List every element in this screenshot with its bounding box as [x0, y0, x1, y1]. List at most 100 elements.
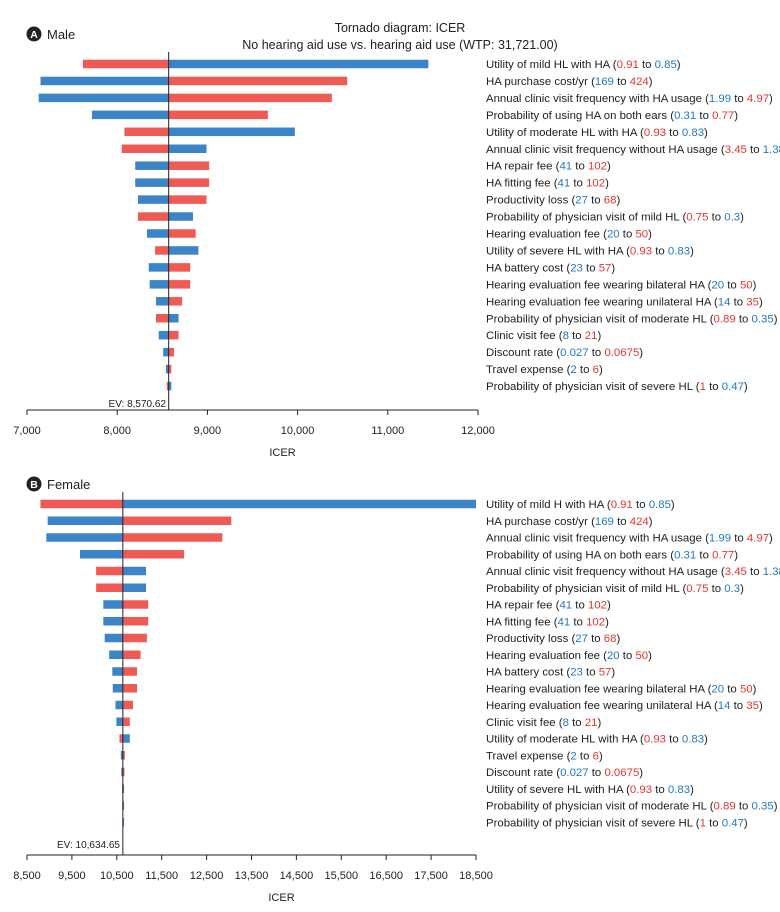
panel-a-bar-red-1 [82, 59, 169, 69]
panel-b-tick-label-3: 10,500 [100, 870, 134, 882]
panel-b-bar-red-5 [96, 566, 123, 576]
panel-b-bar-blue-1 [122, 499, 476, 509]
panel-a-bar-red-13 [168, 263, 191, 272]
panel-a-row-17: Clinic visit fee (8 to 21) [158, 330, 601, 342]
panel-b-param-label-4: Probability of using HA on both ears (0.… [486, 549, 738, 561]
panel-b-bar-blue-12 [112, 684, 123, 693]
panel-a-bar-blue-20 [168, 381, 172, 391]
panel-a-row-2: HA purchase cost/yr (169 to 424) [40, 76, 653, 88]
panel-a-chart: Utility of mild HL with HA (0.91 to 0.85… [13, 52, 780, 459]
panel-b-tick-label-9: 16,500 [369, 870, 403, 882]
panel-a-bar-blue-16 [168, 314, 179, 323]
range-high-value: 6 [593, 364, 599, 376]
panel-b-row-15: Utility of moderate HL with HA (0.93 to … [119, 734, 708, 746]
panel-b-tick-label-5: 12,500 [190, 870, 224, 882]
range-high-value: 102 [586, 178, 605, 190]
panel-a-param-label-12: Utility of severe HL with HA (0.93 to 0.… [486, 245, 694, 257]
panel-a-bar-red-12 [155, 246, 169, 255]
range-high-value: 21 [585, 717, 598, 729]
range-high-value: 68 [604, 633, 617, 645]
panel-b-bar-red-16 [122, 751, 125, 760]
panel-b-bar-red-6 [96, 583, 123, 592]
panel-a-bar-red-3 [168, 93, 332, 103]
panel-b-tick-label-2: 9,500 [58, 870, 86, 882]
panel-b-row-3: Annual clinic visit frequency with HA us… [46, 533, 773, 545]
panel-a-param-label-17: Clinic visit fee (8 to 21) [486, 330, 601, 342]
chart-title-line1: Tornado diagram: ICER [335, 21, 466, 35]
panel-a-param-label-11: Hearing evaluation fee (20 to 50) [486, 229, 652, 241]
panel-a-row-16: Probability of physician visit of modera… [155, 313, 778, 325]
panel-b-param-label-7: HA repair fee (41 to 102) [486, 600, 611, 612]
range-high-value: 0.77 [712, 110, 734, 122]
panel-b-param-label-16: Travel expense (2 to 6) [486, 750, 603, 762]
panel-a-param-label-19: Travel expense (2 to 6) [486, 364, 603, 376]
panel-b-tick-label-6: 13,500 [235, 870, 269, 882]
panel-a-bar-blue-6 [168, 144, 207, 153]
panel-b-bar-blue-2 [47, 516, 123, 525]
panel-a-param-label-14: Hearing evaluation fee wearing bilateral… [486, 279, 757, 291]
panel-a-param-label-18: Discount rate (0.027 to 0.0675) [486, 347, 643, 359]
range-high-value: 35 [746, 296, 759, 308]
panel-b-row-1: Utility of mild H with HA (0.91 to 0.85) [40, 499, 675, 511]
range-high-value: 0.0675 [604, 347, 639, 359]
panel-b-param-label-17: Discount rate (0.027 to 0.0675) [486, 767, 643, 779]
panel-a-bar-blue-7 [135, 161, 169, 170]
panel-b-bar-blue-11 [112, 667, 123, 676]
panel-b-row-7: HA repair fee (41 to 102) [103, 600, 611, 612]
range-high-value: 0.35 [752, 801, 774, 813]
panel-a-bar-blue-19 [165, 364, 169, 374]
panel-a-x-label: ICER [269, 447, 295, 459]
panel-a-bar-blue-14 [149, 280, 169, 289]
panel-b-tick-label-10: 17,500 [414, 870, 448, 882]
range-low-value: 23 [570, 262, 583, 274]
panel-b-bar-blue-6 [122, 583, 146, 592]
panel-b-row-12: Hearing evaluation fee wearing bilateral… [112, 683, 757, 695]
panel-a-tick-label-1: 7,000 [13, 425, 41, 437]
panel-b-bar-blue-18 [122, 784, 125, 793]
panel-a-bar-red-20 [166, 381, 169, 391]
panel-a-bar-red-6 [121, 144, 169, 153]
panel-b-title: Female [47, 477, 90, 492]
range-low-value: 0.31 [674, 110, 696, 122]
panel-a-bar-red-17 [168, 330, 179, 340]
panel-b-param-label-3: Annual clinic visit frequency with HA us… [486, 533, 773, 545]
range-low-value: 169 [595, 516, 614, 528]
range-low-value: 20 [607, 229, 620, 241]
panel-b-bar-red-11 [122, 667, 138, 676]
panel-a-row-18: Discount rate (0.027 to 0.0675) [163, 347, 643, 359]
panel-b-bar-red-14 [122, 717, 130, 726]
range-high-value: 21 [585, 330, 598, 342]
chart-title-line2: No hearing aid use vs. hearing aid use (… [242, 38, 557, 52]
panel-b-bar-blue-7 [103, 600, 123, 609]
panel-a-bar-blue-12 [168, 246, 199, 255]
panel-a-param-label-2: HA purchase cost/yr (169 to 424) [486, 76, 653, 88]
range-high-value: 0.83 [682, 734, 704, 746]
panel-b-x-label: ICER [268, 892, 294, 904]
range-low-value: 3.45 [725, 566, 747, 578]
panel-a-bar-red-2 [168, 76, 348, 86]
range-high-value: 50 [635, 229, 648, 241]
range-low-value: 41 [559, 600, 572, 612]
panel-b-param-label-9: Productivity loss (27 to 68) [486, 633, 620, 645]
panel-b-bar-red-9 [122, 633, 147, 643]
panel-a-param-label-20: Probability of physician visit of severe… [486, 381, 748, 393]
range-high-value: 102 [588, 600, 607, 612]
panel-b-tick-label-8: 15,500 [324, 870, 358, 882]
panel-a-param-label-1: Utility of mild HL with HA (0.91 to 0.85… [486, 59, 681, 71]
range-high-value: 68 [604, 195, 617, 207]
panel-b-row-4: Probability of using HA on both ears (0.… [79, 549, 738, 561]
panel-a-param-label-16: Probability of physician visit of modera… [486, 313, 778, 325]
range-high-value: 102 [588, 161, 607, 173]
range-low-value: 0.93 [644, 734, 666, 746]
range-low-value: 41 [558, 616, 571, 628]
range-high-value: 1.38 [763, 144, 780, 156]
range-low-value: 0.75 [686, 583, 708, 595]
range-low-value: 1 [700, 817, 706, 829]
panel-a-row-1: Utility of mild HL with HA (0.91 to 0.85… [82, 59, 681, 71]
range-low-value: 0.027 [560, 347, 589, 359]
range-low-value: 27 [575, 633, 588, 645]
range-high-value: 0.0675 [604, 767, 639, 779]
panel-a-bar-red-9 [168, 195, 207, 204]
range-high-value: 0.3 [724, 583, 740, 595]
panel-a-header: A Male Tornado diagram: ICER No hearing … [26, 21, 558, 52]
